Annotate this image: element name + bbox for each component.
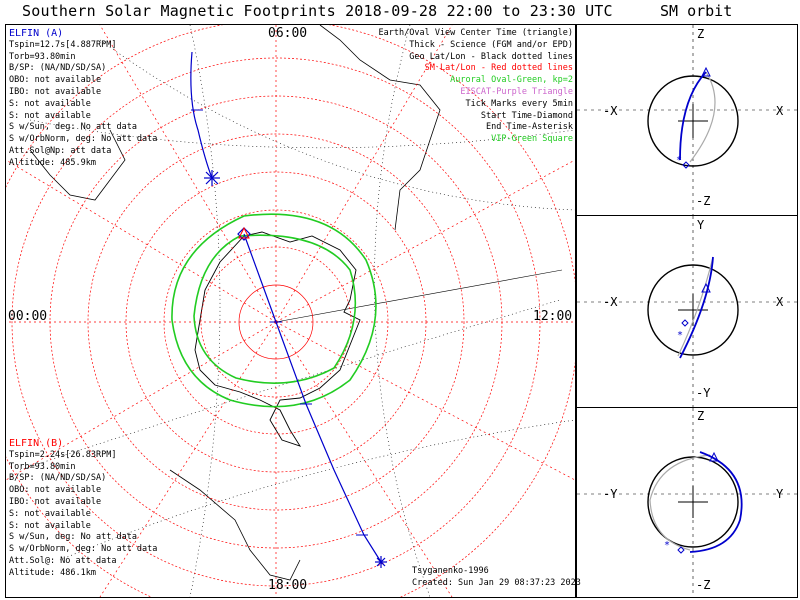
orbit-panel-yz: *	[577, 408, 797, 597]
elfin-a-name: ELFIN (A)	[9, 28, 64, 39]
orbit3-bottom-label: -Z	[696, 578, 711, 592]
info-line: S: not available	[9, 520, 91, 531]
legend-item: Thick - Science (FGM and/or EPD)	[409, 39, 573, 50]
info-line: S w/Sun, deg: No att data	[9, 532, 137, 543]
view-center-triangle	[238, 226, 250, 239]
mlt-label-top: 06:00	[268, 26, 308, 41]
info-line: B/SP: (NA/ND/SD/SA)	[9, 63, 107, 74]
earth-circle	[647, 264, 739, 356]
orbit3-top-label: Z	[697, 409, 705, 423]
end-asterisk	[204, 170, 387, 568]
info-line: Torb=93.80min	[9, 461, 76, 472]
info-line: Att.Sol@Np: att data	[9, 145, 112, 156]
created-label: Created: Sun Jan 29 08:37:23 2023	[412, 577, 581, 588]
australia-outline	[169, 469, 301, 581]
info-line: S: not available	[9, 110, 91, 121]
legend-item: EISCAT-Purple Triangle	[460, 86, 573, 97]
orbit2-top-label: Y	[697, 218, 705, 232]
legend-item: Tick Marks every 5min	[465, 98, 573, 109]
info-line: Tspin=12.7s[4.887RPM]	[9, 39, 117, 50]
orbit-triangle	[701, 282, 711, 293]
earth-circle	[647, 75, 739, 167]
info-line: S: not available	[9, 98, 91, 109]
orbit-panel-xy: *	[577, 216, 797, 407]
mlt-label-left: 00:00	[8, 309, 48, 324]
mlt-label-right: 12:00	[533, 309, 573, 324]
info-line: Tspin=2.24s[26.83RPM]	[9, 449, 117, 460]
earth-circle	[647, 456, 739, 548]
track-segment-1	[190, 51, 213, 179]
orbit-panel-xz-frame	[576, 24, 798, 216]
orbit2-right-label: X	[776, 295, 784, 309]
legend-item: Earth/Oval View Center Time (triangle)	[378, 28, 573, 38]
info-line: Torb=93.80min	[9, 51, 76, 62]
info-line: OBO: not available	[9, 75, 102, 86]
orbit1-bottom-label: -Z	[696, 194, 711, 208]
antarctica-outline	[194, 231, 361, 447]
info-line: S w/OrbNorm, deg: No att data	[9, 544, 158, 555]
orbit-panel-xy-frame	[576, 215, 798, 408]
legend-item: VIP-Green Square	[491, 134, 573, 145]
africa-outline	[29, 129, 126, 201]
footer: Tsyganenko-1996 Created: Sun Jan 29 08:3…	[412, 566, 581, 590]
svg-text:*: *	[664, 540, 670, 551]
orbit-panel-xz: *	[577, 25, 797, 215]
orbit2-left-label: -X	[603, 295, 618, 309]
info-line: S w/Sun, deg: No att data	[9, 122, 137, 133]
elfin-b-name: ELFIN (B)	[9, 438, 64, 449]
info-line: Altitude: 486.1km	[9, 567, 96, 578]
track-segment-2	[243, 233, 382, 563]
info-line: IBO: not available	[9, 86, 102, 97]
orbit-track	[689, 451, 743, 553]
sm-grid	[6, 25, 575, 597]
orbit1-top-label: Z	[697, 27, 705, 41]
orbit-track	[679, 71, 707, 161]
legend: Earth/Oval View Center Time (triangle) T…	[379, 28, 573, 146]
geo-grid	[19, 25, 575, 597]
orbit-triangle	[701, 66, 711, 77]
info-line: IBO: not available	[9, 496, 102, 507]
legend-item: Start Time-Diamond	[480, 110, 573, 121]
info-line: B/SP: (NA/ND/SD/SA)	[9, 473, 107, 484]
elfin-b-info: ELFIN (B) Tspin=2.24s[26.83RPM] Torb=93.…	[9, 438, 157, 580]
sm-lat-circle-7	[11, 57, 541, 587]
auroral-oval-outer	[171, 213, 377, 408]
south-america-outline	[319, 25, 441, 231]
page-title: Southern Solar Magnetic Footprints 2018-…	[22, 2, 613, 20]
legend-item: SM Lat/Lon - Red dotted lines	[424, 63, 573, 74]
orbit1-right-label: X	[776, 104, 784, 118]
model-label: Tsyganenko-1996	[412, 566, 489, 576]
auroral-oval-inner	[193, 234, 357, 384]
legend-item: Geo Lat/Lon - Black dotted lines	[409, 51, 573, 62]
polar-plot-frame	[5, 24, 576, 598]
orbit1-left-label: -X	[603, 104, 618, 118]
orbit-track	[679, 256, 714, 359]
legend-item: End Time-Asterisk	[486, 122, 573, 133]
orbit-triangle	[709, 451, 719, 462]
svg-text:*: *	[676, 155, 682, 166]
mlt-label-bottom: 18:00	[268, 578, 308, 593]
orbit3-left-label: -Y	[603, 487, 618, 501]
auroral-oval	[171, 213, 377, 408]
info-line: S: not available	[9, 508, 91, 519]
info-line: Att.Sol@: No att data	[9, 555, 117, 566]
info-line: OBO: not available	[9, 485, 102, 496]
polar-plot	[6, 25, 575, 597]
start-diamond	[237, 227, 251, 241]
legend-item: Auroral Oval-Green, kp=2	[450, 75, 573, 86]
orbit2-bottom-label: -Y	[696, 386, 711, 400]
elfin-a-track	[190, 51, 387, 568]
orbit-title: SM orbit	[660, 2, 733, 20]
orbit3-right-label: Y	[776, 487, 784, 501]
elfin-a-info: ELFIN (A) Tspin=12.7s[4.887RPM] Torb=93.…	[9, 28, 157, 170]
svg-text:*: *	[677, 330, 683, 341]
sm-lat-circle-5	[87, 133, 465, 511]
noon-midnight-line	[275, 269, 563, 323]
info-line: S w/OrbNorm, deg: No att data	[9, 134, 158, 145]
info-line: Altitude: 485.9km	[9, 157, 96, 168]
